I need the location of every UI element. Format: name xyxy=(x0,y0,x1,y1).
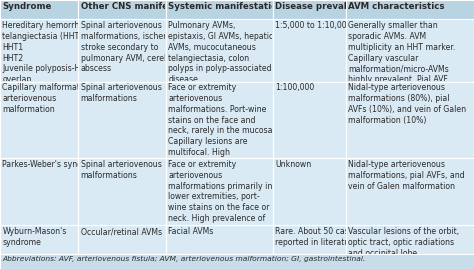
Text: Other CNS manifestations: Other CNS manifestations xyxy=(81,2,207,11)
Bar xyxy=(166,82,273,158)
Bar xyxy=(346,0,474,19)
Text: Spinal arteriovenous
malformations: Spinal arteriovenous malformations xyxy=(81,160,162,180)
Text: Unknown: Unknown xyxy=(275,160,311,169)
Text: Hereditary hemorrhagic
telangiectasia (HHT)
HHT1
HHT2
Juvenile polyposis-HHT
ove: Hereditary hemorrhagic telangiectasia (H… xyxy=(2,21,96,84)
Text: Nidal-type arteriovenous
malformations, pial AVFs, and
vein of Galen malformatio: Nidal-type arteriovenous malformations, … xyxy=(348,160,465,190)
Bar xyxy=(0,19,78,82)
Text: Systemic manifestations: Systemic manifestations xyxy=(168,2,289,11)
Bar xyxy=(78,225,166,254)
Bar xyxy=(273,225,346,254)
Bar xyxy=(346,19,474,82)
Text: Syndrome: Syndrome xyxy=(2,2,52,11)
Bar xyxy=(0,82,78,158)
Bar xyxy=(78,158,166,225)
Bar xyxy=(166,158,273,225)
Text: Vascular lesions of the orbit,
optic tract, optic radiations
and occipital lobe: Vascular lesions of the orbit, optic tra… xyxy=(348,227,459,258)
Bar xyxy=(78,82,166,158)
Bar xyxy=(166,0,273,19)
Text: Pulmonary AVMs,
epistaxis, GI AVMs, hepatic
AVMs, mucocutaneous
telangiectasia, : Pulmonary AVMs, epistaxis, GI AVMs, hepa… xyxy=(168,21,273,84)
Bar xyxy=(346,82,474,158)
Bar xyxy=(273,19,346,82)
Text: Abbreviations: AVF, arteriovenous fistula; AVM, arteriovenous malformation; GI, : Abbreviations: AVF, arteriovenous fistul… xyxy=(2,256,366,262)
Text: 1:100,000: 1:100,000 xyxy=(275,83,314,93)
Bar xyxy=(166,225,273,254)
Text: AVM characteristics: AVM characteristics xyxy=(348,2,445,11)
Bar xyxy=(0,0,78,19)
Text: Parkes-Weber's syndrome: Parkes-Weber's syndrome xyxy=(2,160,103,169)
Bar xyxy=(346,158,474,225)
Bar xyxy=(273,0,346,19)
Bar xyxy=(78,19,166,82)
Bar xyxy=(0,158,78,225)
Text: Rare. About 50 cases
reported in literature: Rare. About 50 cases reported in literat… xyxy=(275,227,358,247)
Bar xyxy=(78,0,166,19)
Bar xyxy=(0,225,78,254)
Text: Spinal arteriovenous
malformations, ischemic
stroke secondary to
pulmonary AVM, : Spinal arteriovenous malformations, isch… xyxy=(81,21,179,73)
Text: Nidal-type arteriovenous
malformations (80%), pial
AVFs (10%), and vein of Galen: Nidal-type arteriovenous malformations (… xyxy=(348,83,466,125)
Text: Wyburn-Mason's
syndrome: Wyburn-Mason's syndrome xyxy=(2,227,67,247)
Text: Generally smaller than
sporadic AVMs. AVM
multiplicity an HHT marker.
Capillary : Generally smaller than sporadic AVMs. AV… xyxy=(348,21,456,95)
Text: Occular/retinal AVMs: Occular/retinal AVMs xyxy=(81,227,162,236)
Text: Facial AVMs: Facial AVMs xyxy=(168,227,214,236)
Bar xyxy=(346,225,474,254)
Text: Disease prevalence: Disease prevalence xyxy=(275,2,370,11)
Text: Spinal arteriovenous
malformations: Spinal arteriovenous malformations xyxy=(81,83,162,103)
Bar xyxy=(273,158,346,225)
Bar xyxy=(273,82,346,158)
Bar xyxy=(0,254,474,269)
Text: 1:5,000 to 1:10,000: 1:5,000 to 1:10,000 xyxy=(275,21,351,30)
Text: Capillary malformation-
arteriovenous
malformation: Capillary malformation- arteriovenous ma… xyxy=(2,83,95,114)
Text: Face or extremity
arteriovenous
malformations. Port-wine
stains on the face and
: Face or extremity arteriovenous malforma… xyxy=(168,83,275,168)
Bar xyxy=(166,19,273,82)
Text: Face or extremity
arteriovenous
malformations primarily in
lower extremities, po: Face or extremity arteriovenous malforma… xyxy=(168,160,273,233)
